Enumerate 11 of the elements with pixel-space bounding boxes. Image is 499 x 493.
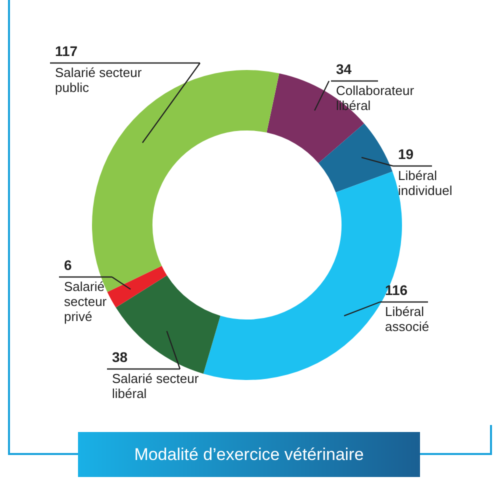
data-label: 19 [398, 146, 415, 162]
slice-label: Salarié secteur libéral [112, 371, 200, 401]
data-label: 117 [55, 43, 79, 59]
data-label: 6 [64, 257, 73, 273]
text: Modalité d’exercice vétérinaire [134, 444, 364, 464]
slice-label: Libéral associé [385, 304, 430, 334]
slice-label: Salarié secteur privé [64, 279, 108, 324]
data-label: 38 [112, 349, 129, 365]
slice-label: Libéral individuel [398, 168, 454, 198]
slice-label: Salarié secteur public [55, 65, 143, 95]
data-label: 34 [336, 61, 353, 77]
